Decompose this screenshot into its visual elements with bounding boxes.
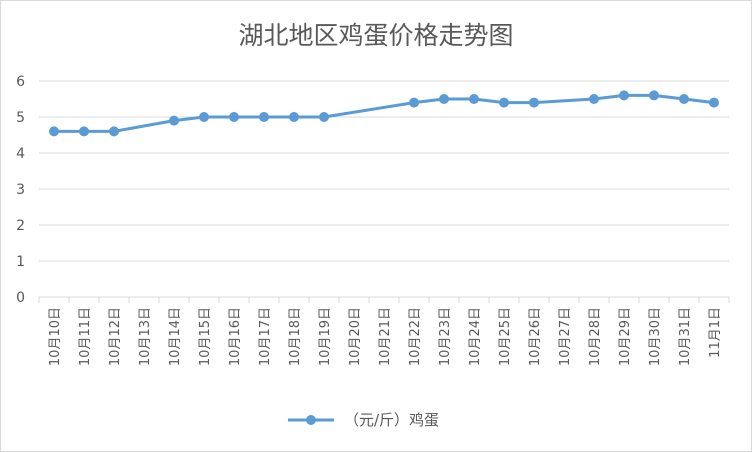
chart-title: 湖北地区鸡蛋价格走势图 bbox=[238, 21, 513, 50]
legend-point-marker bbox=[306, 415, 316, 425]
data-point bbox=[169, 115, 179, 126]
x-tick-label: 10月16日 bbox=[228, 307, 243, 366]
series-layer bbox=[49, 90, 719, 137]
y-tick-label: 0 bbox=[16, 290, 25, 306]
x-tick-label: 10月29日 bbox=[618, 307, 633, 366]
data-point bbox=[79, 126, 89, 137]
data-point bbox=[49, 126, 59, 137]
y-tick-label: 2 bbox=[16, 218, 25, 234]
gridlines bbox=[39, 80, 729, 262]
legend-label: （元/斤）鸡蛋 bbox=[344, 411, 439, 429]
y-axis-ticks: 0 1 2 3 4 5 6 bbox=[16, 74, 25, 306]
x-tick-label: 11月1日 bbox=[708, 307, 723, 358]
x-tick-label: 10月14日 bbox=[168, 307, 183, 366]
data-point bbox=[289, 112, 299, 122]
data-point bbox=[109, 126, 119, 137]
y-tick-label: 3 bbox=[16, 182, 25, 198]
data-point bbox=[409, 97, 419, 108]
data-point bbox=[229, 112, 239, 122]
x-tick-label: 10月26日 bbox=[528, 307, 543, 366]
data-point bbox=[649, 90, 659, 101]
x-tick-label: 10月28日 bbox=[588, 307, 603, 366]
x-tick-label: 10月11日 bbox=[78, 307, 93, 366]
data-point bbox=[319, 112, 329, 122]
x-tick-label: 10月18日 bbox=[288, 307, 303, 366]
x-tick-label: 10月31日 bbox=[678, 307, 693, 366]
x-axis-ticks: 10月10日 10月11日 10月12日 10月13日 10月14日 10月15日 10月1… bbox=[38, 297, 730, 366]
x-tick-label: 10月23日 bbox=[438, 307, 453, 366]
x-tick-label: 10月27日 bbox=[558, 307, 573, 366]
y-tick-label: 5 bbox=[16, 110, 25, 126]
data-point bbox=[469, 94, 479, 104]
x-tick-label: 10月21日 bbox=[378, 307, 393, 366]
data-point bbox=[529, 97, 539, 108]
y-tick-label: 1 bbox=[16, 254, 25, 270]
x-tick-label: 10月30日 bbox=[648, 307, 663, 366]
x-tick-label: 10月24日 bbox=[468, 307, 483, 366]
x-tick-label: 10月10日 bbox=[48, 307, 63, 366]
x-tick-label: 10月19日 bbox=[318, 307, 333, 366]
series-line bbox=[54, 93, 715, 133]
x-tick-label: 10月22日 bbox=[408, 307, 423, 366]
x-tick-label: 10月17日 bbox=[258, 307, 273, 366]
data-point bbox=[439, 94, 449, 104]
x-tick-label: 10月25日 bbox=[498, 307, 513, 366]
data-point bbox=[709, 97, 719, 108]
data-point bbox=[199, 112, 209, 122]
x-tick-label: 10月20日 bbox=[348, 307, 363, 366]
y-tick-label: 4 bbox=[16, 146, 25, 162]
x-tick-label: 10月12日 bbox=[108, 307, 123, 366]
data-point bbox=[589, 94, 599, 104]
data-point bbox=[499, 97, 509, 108]
data-point bbox=[679, 94, 689, 104]
y-tick-label: 6 bbox=[16, 74, 25, 90]
data-point bbox=[259, 112, 269, 122]
x-tick-label: 10月15日 bbox=[198, 307, 213, 366]
legend: （元/斤）鸡蛋 bbox=[288, 411, 439, 429]
x-tick-label: 10月13日 bbox=[138, 307, 153, 366]
data-point bbox=[619, 90, 629, 101]
